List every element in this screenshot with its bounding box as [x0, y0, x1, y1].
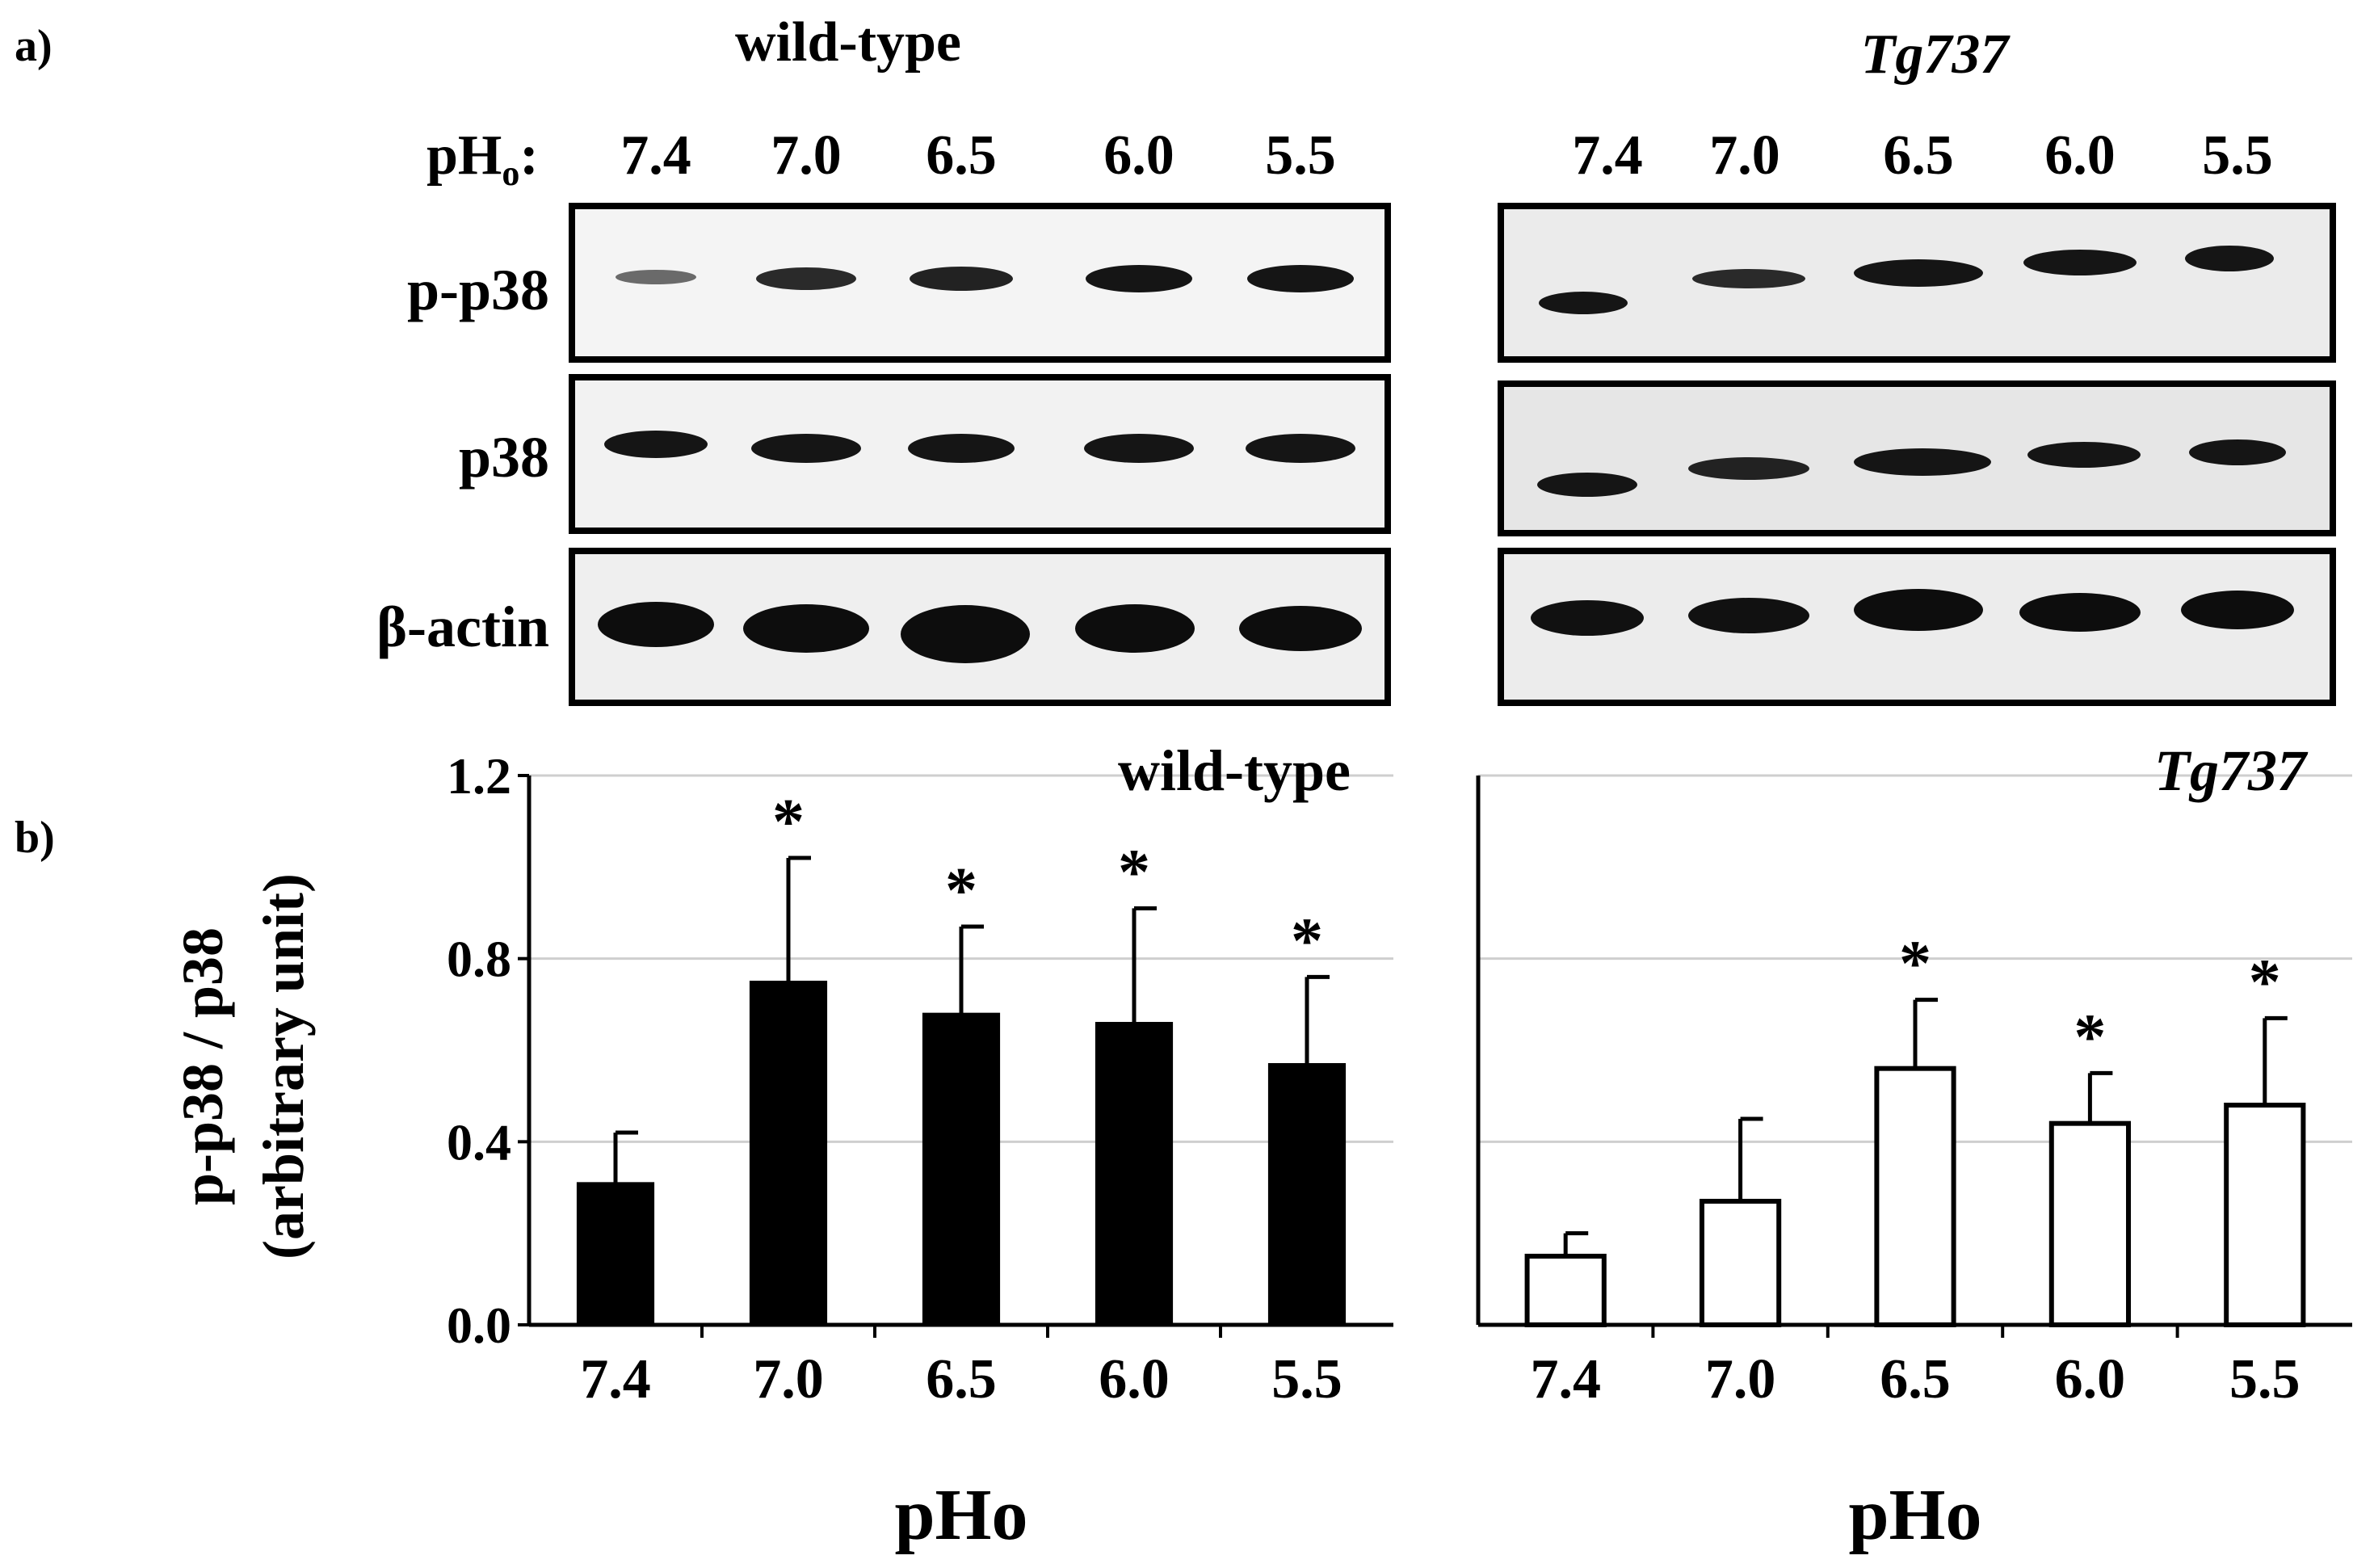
x-axis-label: pHo — [894, 1475, 1027, 1555]
lane-label: 6.5 — [1883, 124, 1954, 187]
ph-label: pHo: — [426, 124, 539, 193]
blot-tg737 — [1498, 203, 2336, 706]
blot-band — [1688, 598, 1809, 633]
y-tick-label: 0.4 — [447, 1113, 511, 1171]
panel-a-label: a) — [15, 21, 53, 71]
x-tick-label: 6.5 — [926, 1348, 997, 1410]
x-tick-label: 7.0 — [753, 1348, 824, 1410]
blot-band — [743, 604, 869, 653]
x-tick-label: 5.5 — [2229, 1348, 2300, 1410]
bar — [749, 981, 828, 1326]
blot-band — [2023, 250, 2137, 275]
blot-band — [1246, 434, 1355, 463]
chart-title: wild-type — [1118, 738, 1351, 803]
blot-band — [1854, 589, 1983, 631]
bar — [1095, 1022, 1174, 1326]
blot-band — [910, 267, 1013, 291]
blot-band — [901, 605, 1030, 663]
blot-band — [756, 267, 856, 290]
blot-band — [1086, 265, 1192, 292]
lane-label: 6.0 — [2044, 124, 2116, 187]
y-axis-label-line2: (arbitrary unit) — [251, 873, 316, 1259]
y-tick-label: 0.8 — [447, 931, 511, 988]
row-label-beta-actin: β-actin — [376, 595, 549, 659]
bar — [1874, 1066, 1956, 1327]
x-tick-label: 7.4 — [1530, 1348, 1601, 1410]
blot-band — [2019, 593, 2141, 632]
lane-label: 6.0 — [1103, 124, 1174, 187]
blot-band — [1531, 600, 1644, 636]
lane-label: 5.5 — [1265, 124, 1336, 187]
blot-band — [1854, 259, 1983, 287]
blot-band — [1075, 604, 1195, 653]
y-axis-label-line1: p-p38 / p38 — [170, 927, 235, 1205]
bar — [1267, 1063, 1347, 1326]
blot-band — [1537, 473, 1637, 497]
bar — [1699, 1199, 1782, 1327]
significance-star: * — [2074, 1002, 2106, 1073]
blot-band — [2185, 246, 2274, 271]
blot-band — [2027, 442, 2141, 468]
y-tick-label: 0.0 — [447, 1297, 511, 1354]
lane-label: 7.0 — [771, 124, 842, 187]
blot-title-wild-type: wild-type — [735, 11, 961, 74]
bar-chart-tg737: 7.4 7.0 * 6.5 * 6.0 * 5.5 Tg737 pHo — [1476, 738, 2352, 1555]
row-label-p-p38: p-p38 — [407, 258, 549, 322]
x-tick-label: 6.0 — [2055, 1348, 2126, 1410]
row-label-p38: p38 — [459, 425, 549, 490]
chart-title: Tg737 — [2154, 738, 2309, 803]
blot-band — [1854, 448, 1991, 476]
y-tick-label: 1.2 — [447, 747, 511, 805]
significance-star: * — [1291, 906, 1323, 977]
lane-label: 5.5 — [2202, 124, 2273, 187]
bar — [2048, 1120, 2132, 1327]
bar — [576, 1182, 655, 1326]
blot-band — [604, 431, 708, 458]
x-tick-label: 6.0 — [1099, 1348, 1170, 1410]
bar-chart-wild-type: 0.0 0.4 0.8 1.2 7.4 * 7.0 * 6.5 * 6.0 * 5.5 wild-type… — [447, 738, 1393, 1555]
significance-star: * — [1899, 929, 1931, 1000]
x-tick-label: 7.4 — [580, 1348, 651, 1410]
x-tick-label: 7.0 — [1705, 1348, 1776, 1410]
significance-star: * — [1118, 837, 1150, 908]
x-axis-label: pHo — [1848, 1475, 1981, 1555]
ph-label-main: pH — [426, 124, 502, 187]
ph-label-colon: : — [519, 124, 538, 187]
blot-band — [751, 434, 861, 463]
blot-title-tg737: Tg737 — [1861, 23, 2011, 86]
x-tick-label: 5.5 — [1271, 1348, 1342, 1410]
lane-label: 7.0 — [1709, 124, 1780, 187]
x-tick-label: 6.5 — [1880, 1348, 1951, 1410]
blot-band — [1539, 292, 1628, 314]
significance-star: * — [2249, 947, 2281, 1018]
lane-label: 7.4 — [620, 124, 691, 187]
blot-band — [908, 434, 1015, 463]
blot-band — [2189, 439, 2286, 465]
lane-label: 6.5 — [926, 124, 997, 187]
significance-star: * — [945, 855, 977, 927]
blot-wild-type — [569, 203, 1391, 706]
blot-band — [616, 270, 696, 284]
blot-band — [598, 602, 714, 647]
blot-band — [1084, 434, 1194, 463]
ph-label-sub: o — [502, 153, 519, 193]
bar — [2224, 1103, 2306, 1327]
blot-band — [1239, 606, 1362, 651]
panel-b-label: b) — [15, 813, 55, 863]
bar — [922, 1012, 1001, 1326]
blot-band — [2181, 591, 2294, 629]
bar — [1524, 1254, 1607, 1327]
significance-star: * — [772, 787, 805, 858]
blot-band — [1688, 457, 1809, 480]
lane-label: 7.4 — [1572, 124, 1643, 187]
blot-band — [1692, 269, 1805, 288]
blot-band — [1247, 265, 1354, 292]
